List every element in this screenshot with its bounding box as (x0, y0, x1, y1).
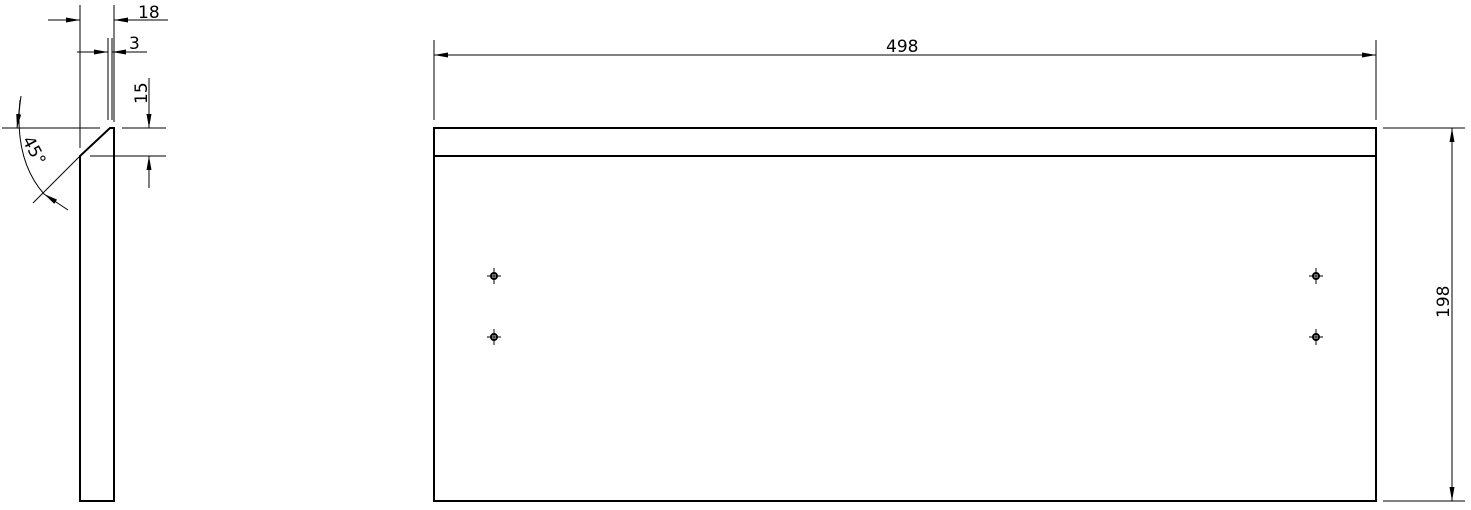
hole-marker (487, 268, 501, 284)
dimension-chamfer-width: 3 (77, 34, 147, 120)
dim-chamfer-height-label: 15 (132, 82, 152, 104)
hole-marker (1309, 329, 1323, 345)
mounting-holes (487, 268, 1323, 345)
dim-height-label: 198 (1434, 286, 1454, 318)
dim-angle-label: 45° (18, 133, 50, 169)
hole-marker (1309, 268, 1323, 284)
side-profile (79, 127, 115, 502)
hole-marker (487, 329, 501, 345)
dim-thickness-label: 18 (138, 3, 160, 23)
front-outline (433, 127, 1377, 502)
front-view: 498 198 (433, 37, 1465, 502)
dimension-angle: 45° (2, 95, 100, 211)
dimension-width: 498 (433, 37, 1377, 120)
dim-chamfer-width-label: 3 (129, 34, 140, 54)
side-view: 18 3 15 45° (2, 3, 168, 502)
dimension-height: 198 (1383, 127, 1465, 502)
dimension-chamfer-height: 15 (90, 78, 166, 188)
dimension-thickness: 18 (48, 3, 168, 148)
dim-width-label: 498 (886, 37, 918, 57)
